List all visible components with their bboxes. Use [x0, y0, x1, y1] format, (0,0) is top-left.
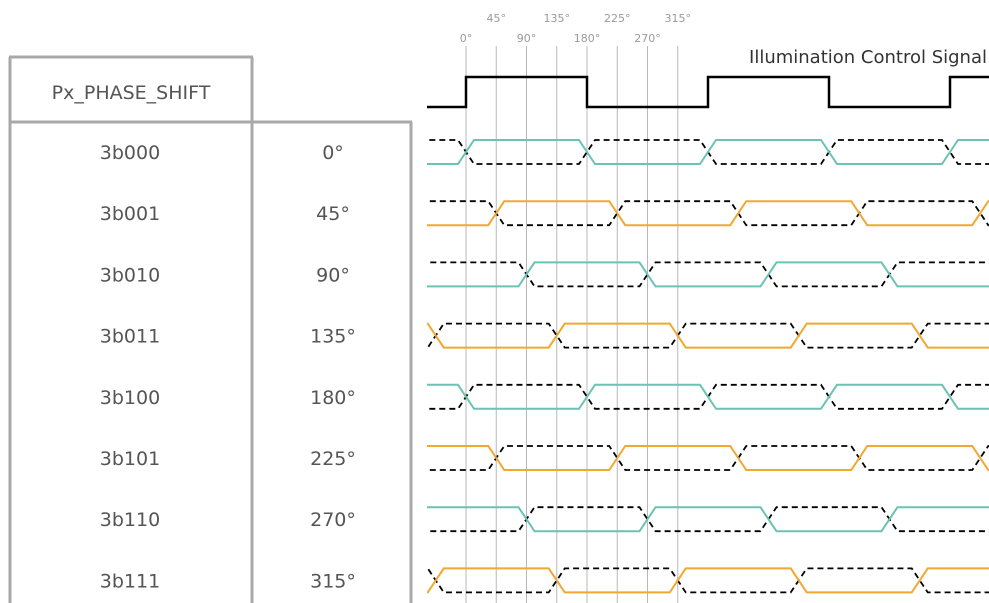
table-row-phase: 180° [310, 387, 356, 409]
phase-wave-complement [427, 383, 989, 410]
angle-label: 45° [487, 12, 507, 25]
table-row-code: 3b001 [100, 203, 160, 225]
table-rows: 3b000 0° 3b001 45° 3b010 90° 3b011 135° 3b100 180… [100, 142, 356, 592]
phase-wave-complement [427, 200, 989, 227]
table-row-code: 3b010 [100, 264, 160, 286]
angle-label: 0° [460, 32, 473, 45]
angle-label: 180° [574, 32, 601, 45]
table-row-phase: 225° [310, 448, 356, 470]
table-row-code: 3b100 [100, 387, 160, 409]
table-row-code: 3b110 [100, 509, 160, 531]
illumination-control-signal [427, 75, 989, 109]
table-row-phase: 45° [316, 203, 350, 225]
angle-label: 135° [544, 12, 571, 25]
phase-wave-signal [427, 261, 989, 288]
phase-angle-labels: 0° 45° 90° 135°180°225°270° 315° [460, 12, 691, 45]
phase-wave-complement [427, 322, 989, 349]
phase-table: Px_PHASE_SHIFT 3b000 0°3b001 45°3b010 90°3b… [8, 55, 413, 603]
phase-wave-complement [427, 261, 989, 288]
phase-wave-signal [427, 445, 989, 471]
table-row-phase: 315° [310, 570, 356, 592]
clock-waveform [427, 75, 989, 109]
phase-wave-complement [427, 139, 989, 165]
table-row-phase: 135° [310, 326, 356, 348]
phase-wave-complement [427, 506, 989, 533]
phase-wave-complement [427, 445, 989, 471]
table-header-label: Px_PHASE_SHIFT [52, 82, 211, 104]
phase-wave-signal [427, 322, 989, 349]
angle-label: 270° [634, 32, 661, 45]
phase-wave-signal [427, 139, 989, 165]
table-row-phase: 0° [322, 142, 344, 164]
phase-wave-signal [427, 567, 989, 594]
illumination-title: Illumination Control Signal [749, 47, 987, 68]
phase-wave-signal [427, 200, 989, 227]
table-row-phase: 270° [310, 509, 356, 531]
table-row-code: 3b111 [100, 570, 160, 592]
table-row-code: 3b000 [100, 142, 160, 164]
table-row-phase: 90° [316, 264, 350, 286]
table-row-code: 3b101 [100, 448, 160, 470]
table-row-code: 3b011 [100, 326, 160, 348]
angle-label: 225° [604, 12, 631, 25]
phase-wave-signal [427, 383, 989, 410]
phase-wave-complement [427, 567, 989, 594]
phase-wave-signal [427, 506, 989, 533]
angle-label: 90° [517, 32, 537, 45]
angle-label: 315° [665, 12, 692, 25]
timing-diagram: Illumination Control Signal 0° 45° 90° 135°… [427, 12, 989, 603]
phase-waveforms [427, 139, 989, 594]
